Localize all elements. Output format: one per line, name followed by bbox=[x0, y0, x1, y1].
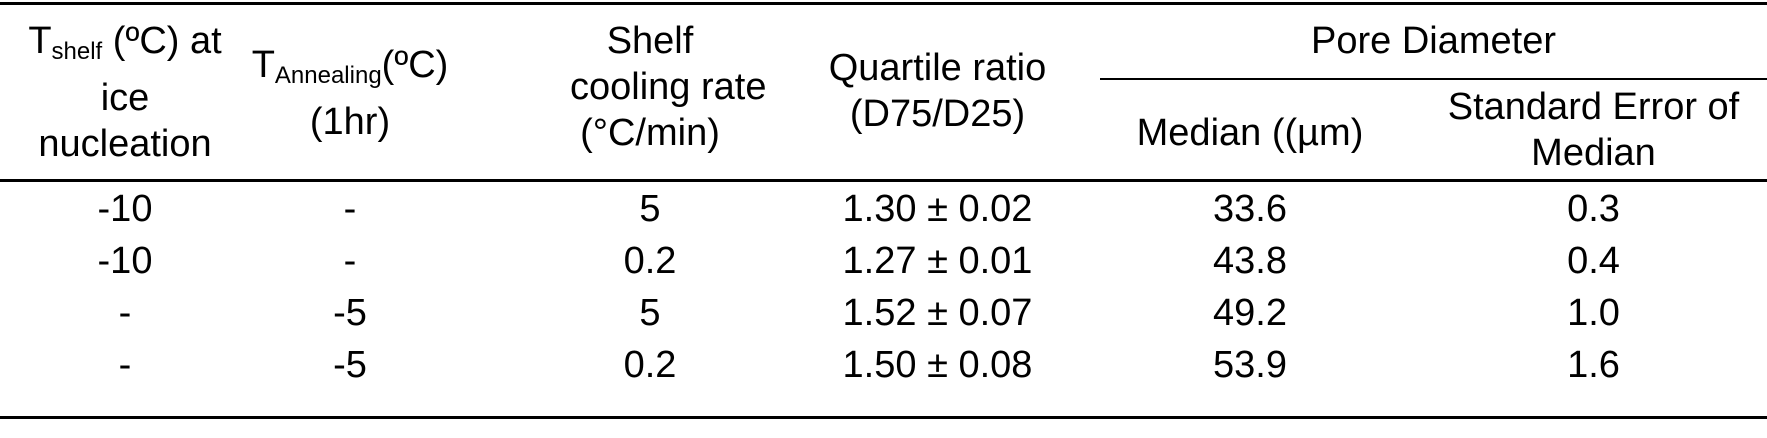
row3-standard-error: 1.0 bbox=[1567, 292, 1620, 334]
row2-quartile-ratio: 1.27 ± 0.01 bbox=[842, 240, 1033, 282]
row3-cooling-rate: 5 bbox=[639, 292, 661, 334]
row1-tshelf: -10 bbox=[97, 188, 153, 230]
row2-standard-error: 0.4 bbox=[1567, 240, 1620, 282]
row1-median: 33.6 bbox=[1213, 188, 1287, 230]
table-bottom-rule bbox=[0, 416, 1767, 419]
header-standard-error: Standard Error of Median bbox=[1447, 86, 1740, 174]
row1-cooling-rate: 5 bbox=[639, 188, 661, 230]
header-cooling-rate: Shelf cooling rate (°C/min) bbox=[570, 20, 767, 154]
row1-tannealing: - bbox=[343, 188, 357, 230]
header-pore-diameter: Pore Diameter bbox=[1311, 20, 1556, 62]
row4-median: 53.9 bbox=[1213, 344, 1287, 386]
row4-standard-error: 1.6 bbox=[1567, 344, 1620, 386]
row4-quartile-ratio: 1.50 ± 0.08 bbox=[842, 344, 1033, 386]
row4-tannealing: -5 bbox=[333, 344, 367, 386]
row3-quartile-ratio: 1.52 ± 0.07 bbox=[842, 292, 1033, 334]
row2-tshelf: -10 bbox=[97, 240, 153, 282]
header-tannealing: TAnnealing(ºC) (1hr) bbox=[251, 44, 449, 143]
header-bottom-rule bbox=[0, 179, 1767, 182]
row2-median: 43.8 bbox=[1213, 240, 1287, 282]
header-quartile-ratio: Quartile ratio (D75/D25) bbox=[828, 47, 1047, 135]
header-tshelf: Tshelf (ºC) at ice nucleation bbox=[28, 20, 222, 165]
row2-cooling-rate: 0.2 bbox=[623, 240, 677, 282]
row4-cooling-rate: 0.2 bbox=[623, 344, 677, 386]
row1-standard-error: 0.3 bbox=[1567, 188, 1620, 230]
pore-diameter-underline bbox=[1100, 78, 1767, 80]
row3-median: 49.2 bbox=[1213, 292, 1287, 334]
table-top-rule bbox=[0, 2, 1767, 5]
header-median: Median ((µm) bbox=[1136, 112, 1364, 154]
row4-tshelf: - bbox=[118, 344, 132, 386]
row3-tannealing: -5 bbox=[333, 292, 367, 334]
row1-quartile-ratio: 1.30 ± 0.02 bbox=[842, 188, 1033, 230]
row2-tannealing: - bbox=[343, 240, 357, 282]
row3-tshelf: - bbox=[118, 292, 132, 334]
